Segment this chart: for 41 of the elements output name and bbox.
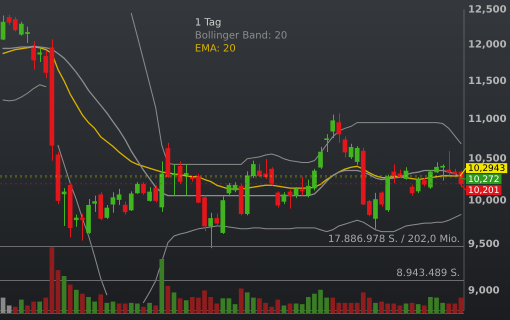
ref-line-label: 10,272 [468, 174, 500, 185]
bar [422, 305, 427, 313]
bar [238, 288, 244, 313]
bar [410, 302, 414, 313]
y-tick-label: 10,500 [468, 154, 507, 165]
annotation: 1 Tag [194, 18, 222, 29]
bar [288, 304, 292, 313]
text: Bollinger Band: 20 [194, 30, 288, 42]
bar [62, 276, 66, 313]
y-tick-label: 10,000 [468, 195, 507, 206]
bar [172, 292, 176, 313]
ref-line-label: 10,201 [468, 186, 500, 196]
bar [98, 294, 104, 313]
ref-line-label: 10,2943 [468, 164, 506, 174]
bar [74, 290, 79, 313]
bar [373, 302, 378, 313]
bar [12, 306, 18, 313]
bar [37, 302, 42, 313]
bar [416, 304, 421, 313]
bar [159, 259, 164, 313]
bar [404, 304, 408, 313]
bar [147, 302, 152, 313]
bar [19, 300, 24, 313]
bar [141, 306, 146, 313]
ref-line-label: 8.943.489 S. [396, 268, 460, 280]
bar [80, 294, 85, 313]
y-tick-label: 12,500 [468, 4, 507, 16]
y-tick-label: 9,500 [468, 239, 500, 250]
bar [178, 298, 182, 313]
y-tick-label: 11,500 [468, 76, 507, 87]
bar [184, 300, 189, 313]
ref-line-label: 17.886.978 S. / 202,0 Mio. [328, 234, 460, 246]
bar [153, 305, 158, 313]
y-tick-label: 9,000 [468, 285, 500, 296]
candlestick [288, 189, 292, 209]
y-tick-label: 11,000 [468, 114, 507, 125]
bar [282, 305, 286, 313]
text: EMA: 20 [194, 44, 236, 55]
bar [166, 286, 170, 313]
y-tick-label: 12,000 [468, 39, 507, 50]
bar [68, 284, 73, 313]
